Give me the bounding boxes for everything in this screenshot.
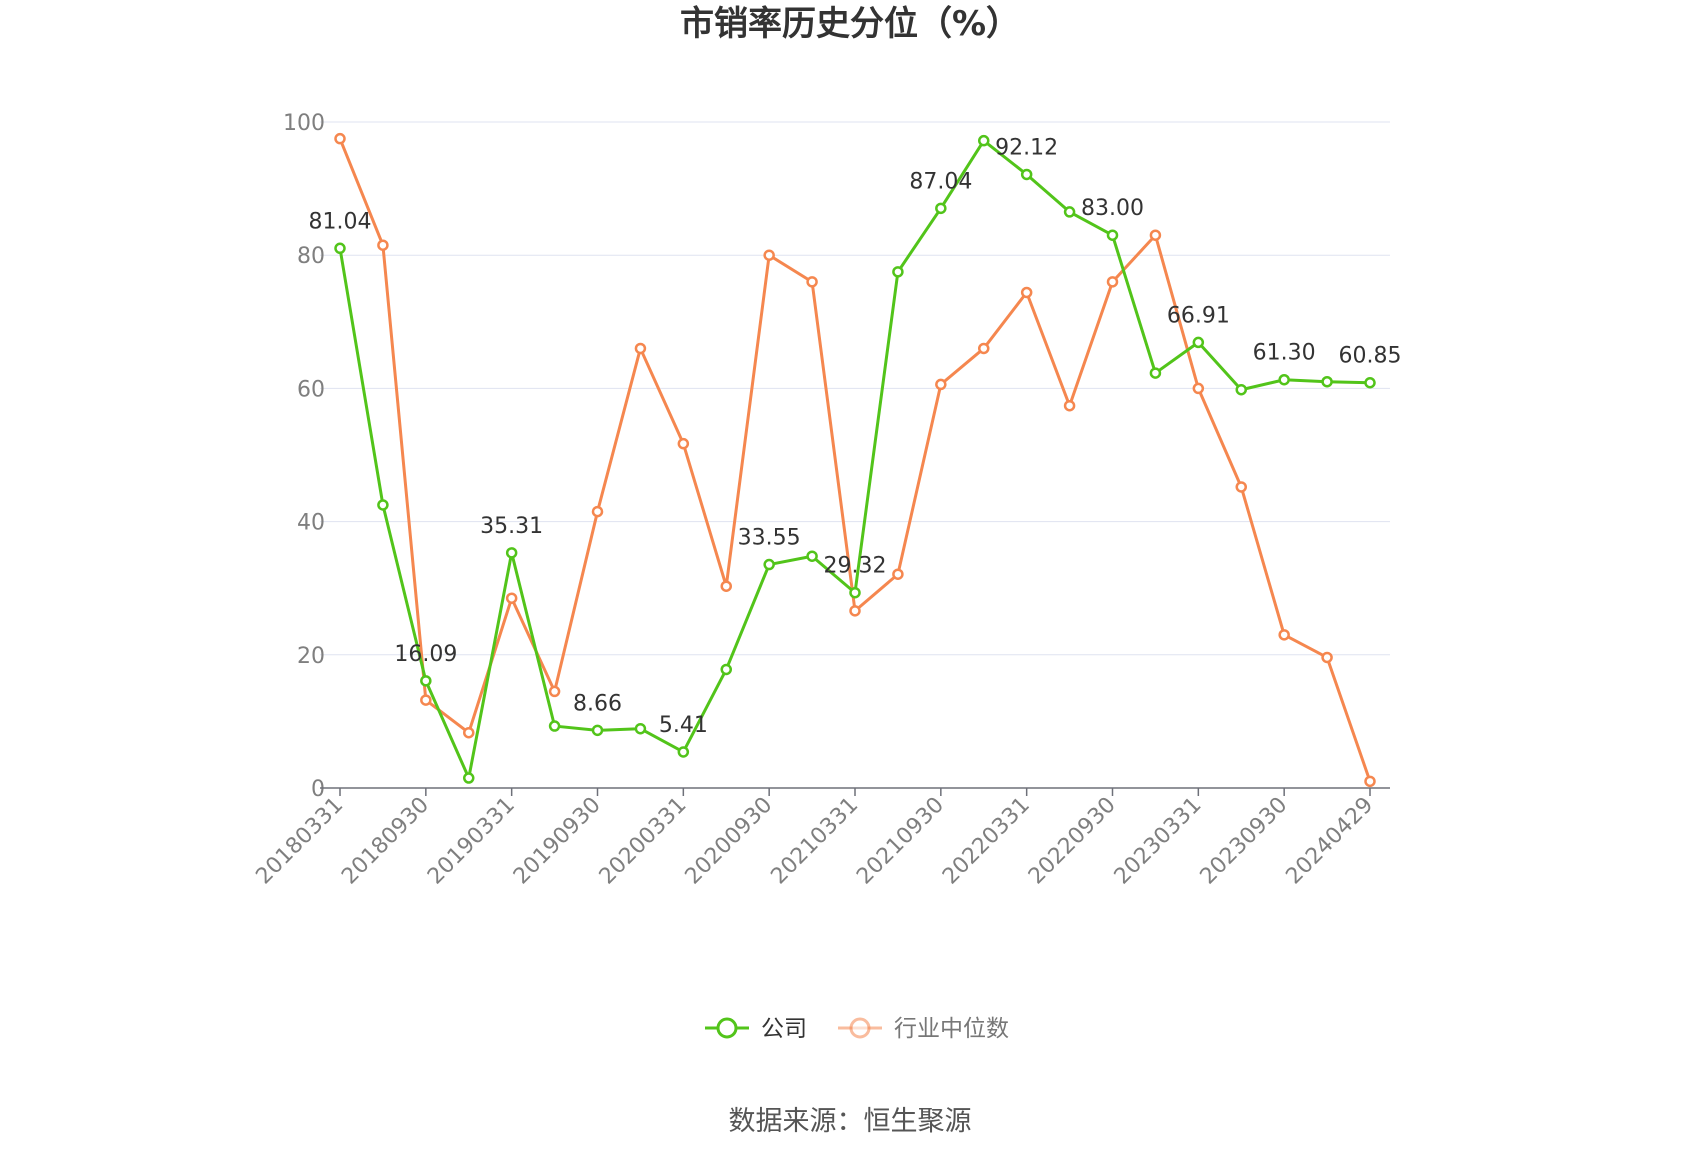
- x-tick-label: 20220331: [938, 793, 1035, 890]
- x-tick-label: 20230930: [1196, 793, 1293, 890]
- data-point: [849, 605, 861, 617]
- data-point: [377, 499, 389, 511]
- x-tick-label: 20190331: [423, 793, 520, 890]
- x-tick-label: 20180930: [337, 793, 434, 890]
- y-axis: 0 20 40 60 80 100: [283, 111, 325, 802]
- data-point: [978, 134, 990, 147]
- data-point: [591, 505, 604, 518]
- x-tick-label: 20180331: [251, 793, 348, 890]
- data-point: [1235, 383, 1247, 396]
- x-tick-label: 20190930: [509, 793, 606, 890]
- data-label: 8.66: [573, 691, 622, 716]
- legend-marker: [716, 1017, 738, 1039]
- data-point: [1020, 168, 1033, 181]
- data-label: 29.32: [824, 554, 887, 579]
- source-text: 数据来源：恒生聚源: [729, 1106, 972, 1137]
- x-axis: 2018033120180930201903312019093020200331…: [251, 787, 1390, 890]
- x-tick-label: 20230331: [1110, 793, 1207, 890]
- legend-marker: [849, 1017, 871, 1039]
- data-label: 60.85: [1339, 344, 1402, 369]
- data-point: [720, 580, 732, 592]
- x-tick-label: 20200930: [681, 793, 778, 890]
- data-point: [1149, 367, 1162, 379]
- legend-label: 公司: [761, 1016, 807, 1042]
- data-label: 5.41: [659, 713, 708, 738]
- data-point: [1364, 376, 1376, 389]
- y-tick-label: 60: [297, 377, 325, 402]
- data-point: [1106, 229, 1119, 241]
- y-tick-label: 100: [283, 111, 325, 136]
- data-point: [634, 342, 647, 355]
- data-label: 61.30: [1253, 341, 1316, 366]
- data-point: [1321, 651, 1333, 664]
- x-tick-label: 20210331: [766, 793, 863, 890]
- legend[interactable]: 公司 行业中位数: [705, 1016, 1009, 1042]
- data-point: [377, 239, 389, 251]
- data-label: 87.04: [909, 169, 972, 194]
- data-point: [892, 266, 904, 278]
- data-point: [1192, 336, 1205, 349]
- y-tick-label: 40: [297, 511, 325, 536]
- data-point: [591, 724, 604, 737]
- data-point: [1364, 775, 1376, 788]
- data-point: [1020, 286, 1033, 299]
- data-label: 35.31: [480, 514, 543, 539]
- x-tick-label: 20240429: [1281, 793, 1378, 890]
- data-point: [334, 132, 346, 145]
- y-tick-label: 80: [297, 244, 325, 269]
- data-point: [505, 547, 518, 559]
- data-label: 33.55: [738, 526, 801, 551]
- data-point: [463, 772, 475, 784]
- data-point: [1192, 382, 1205, 395]
- data-point: [463, 726, 475, 739]
- x-tick-label: 20220930: [1024, 793, 1121, 890]
- data-point: [1149, 229, 1162, 241]
- data-point: [720, 663, 732, 676]
- x-tick-label: 20210930: [852, 793, 949, 890]
- data-point: [763, 558, 775, 571]
- y-tick-label: 20: [297, 644, 325, 669]
- data-label: 83.00: [1081, 196, 1144, 221]
- data-point: [1063, 399, 1076, 412]
- data-point: [634, 722, 647, 735]
- data-point: [806, 550, 818, 562]
- x-tick-label: 20200331: [595, 793, 692, 890]
- data-point: [849, 586, 861, 599]
- legend-label: 行业中位数: [894, 1016, 1009, 1042]
- series-line-1: [338, 138, 1372, 782]
- data-point: [1235, 481, 1247, 493]
- data-point: [420, 675, 432, 687]
- data-point: [892, 568, 904, 580]
- data-point: [677, 437, 690, 450]
- y-tick-label: 0: [311, 777, 325, 802]
- data-point: [677, 746, 690, 758]
- data-label: 66.91: [1167, 303, 1230, 328]
- series-group: [334, 132, 1376, 788]
- data-point: [1063, 206, 1076, 218]
- data-point: [978, 342, 990, 355]
- data-point: [935, 202, 947, 215]
- legend-item-1[interactable]: 行业中位数: [838, 1016, 1009, 1042]
- data-point: [806, 276, 818, 288]
- legend-item-0[interactable]: 公司: [705, 1016, 807, 1042]
- series-line-0: [338, 139, 1371, 780]
- data-point: [505, 592, 518, 604]
- data-point: [935, 378, 947, 391]
- data-point: [548, 685, 561, 698]
- data-point: [548, 720, 561, 732]
- data-point: [1278, 373, 1290, 386]
- data-point: [1278, 629, 1290, 641]
- data-label: 81.04: [309, 209, 372, 234]
- data-point: [763, 249, 775, 261]
- data-point: [420, 694, 432, 706]
- data-point: [1321, 375, 1333, 388]
- chart-title: 市销率历史分位（%）: [680, 4, 1020, 44]
- data-labels: 81.04 16.09 35.31 8.66 5.41 33.55 29.32 87.04 92…: [309, 135, 1402, 737]
- gridlines: [320, 121, 1390, 656]
- data-point: [334, 242, 346, 255]
- data-label: 92.12: [995, 135, 1058, 160]
- data-label: 16.09: [394, 642, 457, 667]
- data-point: [1106, 276, 1119, 288]
